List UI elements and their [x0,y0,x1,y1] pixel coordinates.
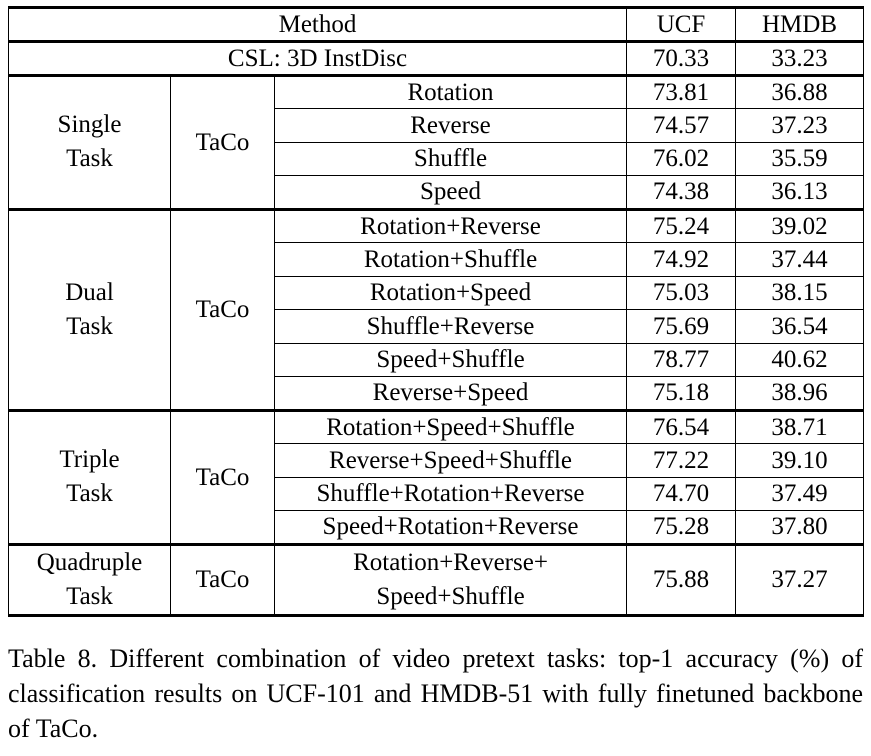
ucf-cell: 74.38 [626,175,737,210]
hmdb-cell: 35.59 [735,141,865,176]
task-line2: Speed+Shuffle [376,582,525,610]
table-row: Quadruple Task TaCo Rotation+Reverse+ Spee… [8,542,865,617]
task-cell: Speed [273,175,628,210]
results-table-wrapper: Method UCF HMDB CSL: 3D InstDisc 70.33 3… [7,6,865,617]
hmdb-cell: 37.27 [735,542,865,617]
ucf-cell: 75.03 [626,275,737,310]
task-cell: Shuffle [273,141,628,176]
group-label-dual: Dual Task [8,207,171,411]
baseline-ucf: 70.33 [626,41,737,76]
table-row: Shuffle+Reverse 75.69 36.54 [9,309,865,344]
task-cell: Rotation+Speed [273,275,628,310]
hmdb-cell-best: 37.23 [735,108,865,143]
task-cell: Reverse+Speed+Shuffle [273,443,628,478]
task-cell: Rotation+Reverse [273,207,628,243]
ucf-cell: 73.81 [626,73,737,109]
ucf-cell: 74.57 [626,108,737,143]
table-row: Triple Task TaCo Rotation+Speed+Shuffle 7… [8,408,865,545]
ucf-cell-best: 78.77 [626,342,737,377]
ucf-cell: 74.92 [626,242,737,277]
ucf-cell: 76.54 [626,408,737,444]
header-method: Method [7,6,628,43]
table-row: Rotation+Speed 75.03 38.15 [9,275,865,310]
task-cell: Shuffle+Reverse [273,309,628,344]
group-label-line2: Task [66,312,113,340]
hmdb-cell: 37.44 [735,242,865,277]
task-cell: Rotation+Reverse+ Speed+Shuffle [273,542,628,617]
group-model-quadruple: TaCo [170,542,275,617]
group-label-line2: Task [66,582,113,610]
hmdb-cell: 38.71 [735,408,865,444]
hmdb-cell: 36.13 [735,175,865,210]
baseline-hmdb: 33.23 [735,41,865,76]
task-cell: Rotation+Shuffle [273,242,628,277]
table-row: Single Task TaCo Rotation 73.81 36.88 [8,73,865,210]
hmdb-cell: 38.15 [735,275,865,310]
table-header-row: Method UCF HMDB [7,6,865,43]
hmdb-cell: 36.54 [735,309,865,344]
group-label-line2: Task [66,145,113,172]
hmdb-cell: 37.49 [735,476,865,511]
group-label-line1: Single [57,111,122,138]
header-hmdb: HMDB [735,6,865,43]
baseline-row: CSL: 3D InstDisc 70.33 33.23 [7,41,865,76]
hmdb-cell: 36.88 [735,73,865,109]
ucf-cell-best: 76.02 [626,141,737,176]
task-cell: Rotation+Speed+Shuffle [273,408,628,444]
results-table: Method UCF HMDB CSL: 3D InstDisc 70.33 3… [7,6,865,617]
group-label-triple: Triple Task [8,408,171,545]
table-row: Rotation+Shuffle 74.92 37.44 [9,242,865,277]
group-model-single: TaCo [170,73,275,210]
hmdb-cell: 37.80 [735,510,865,545]
ucf-cell: 77.22 [626,443,737,478]
table-row: Dual Task TaCo Rotation+Reverse 75.24 39.… [8,207,865,411]
table-row: Speed+Shuffle 78.77 40.62 [9,342,865,377]
ucf-cell: 75.28 [626,510,737,545]
task-cell: Reverse [273,108,628,143]
table-row: Reverse+Speed 75.18 38.96 [9,376,865,411]
task-cell: Rotation [273,73,628,109]
group-model-triple: TaCo [170,408,275,545]
ucf-cell: 75.18 [626,376,737,411]
task-line1: Rotation+Reverse+ [353,548,548,576]
table-row: Reverse+Speed+Shuffle 77.22 39.10 [9,443,865,478]
ucf-cell: 75.88 [626,542,737,617]
hmdb-cell-best: 40.62 [735,342,865,377]
table-caption: Table 8. Different combination of video … [8,644,863,743]
hmdb-cell: 39.02 [735,207,865,243]
header-ucf: UCF [626,6,737,43]
ucf-cell: 75.24 [626,207,737,243]
hmdb-cell: 38.96 [735,376,865,411]
table-row: Speed+Rotation+Reverse 75.28 37.80 [9,510,865,545]
task-cell: Speed+Rotation+Reverse [273,510,628,545]
group-model-dual: TaCo [170,207,275,411]
group-label-quadruple: Quadruple Task [8,542,171,617]
group-label-line1: Quadruple [36,548,143,576]
ucf-cell: 74.70 [626,476,737,511]
group-label-single: Single Task [8,73,171,210]
ucf-cell: 75.69 [626,309,737,344]
table-row: Reverse 74.57 37.23 [9,108,865,143]
hmdb-cell: 39.10 [735,443,865,478]
group-label-line1: Triple [59,446,120,473]
task-cell: Shuffle+Rotation+Reverse [273,476,628,511]
task-cell: Reverse+Speed [273,376,628,411]
task-cell: Speed+Shuffle [273,342,628,377]
group-label-line1: Dual [65,278,114,306]
group-label-line2: Task [66,480,113,507]
baseline-method: CSL: 3D InstDisc [7,41,628,76]
